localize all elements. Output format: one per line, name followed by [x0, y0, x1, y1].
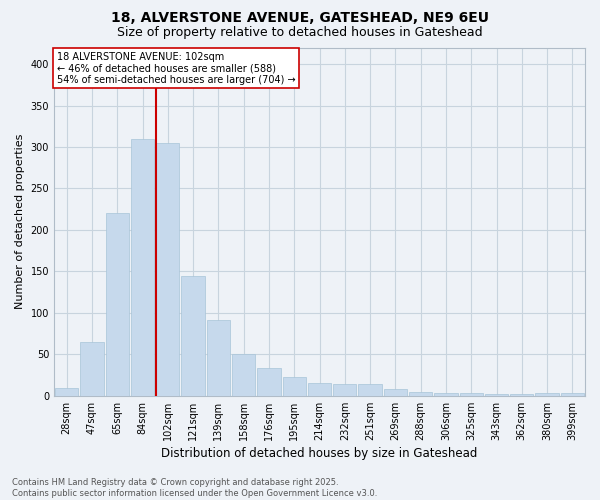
Bar	[131, 138, 154, 396]
Bar	[308, 384, 331, 396]
Bar	[156, 143, 179, 396]
Bar	[80, 342, 104, 396]
Bar	[561, 392, 584, 396]
Y-axis label: Number of detached properties: Number of detached properties	[15, 134, 25, 310]
X-axis label: Distribution of detached houses by size in Gateshead: Distribution of detached houses by size …	[161, 447, 478, 460]
Bar	[181, 276, 205, 396]
Text: Contains HM Land Registry data © Crown copyright and database right 2025.
Contai: Contains HM Land Registry data © Crown c…	[12, 478, 377, 498]
Text: Size of property relative to detached houses in Gateshead: Size of property relative to detached ho…	[117, 26, 483, 39]
Text: 18 ALVERSTONE AVENUE: 102sqm
← 46% of detached houses are smaller (588)
54% of s: 18 ALVERSTONE AVENUE: 102sqm ← 46% of de…	[56, 52, 295, 85]
Text: 18, ALVERSTONE AVENUE, GATESHEAD, NE9 6EU: 18, ALVERSTONE AVENUE, GATESHEAD, NE9 6E…	[111, 11, 489, 25]
Bar	[460, 392, 483, 396]
Bar	[434, 392, 458, 396]
Bar	[535, 392, 559, 396]
Bar	[409, 392, 432, 396]
Bar	[232, 354, 256, 396]
Bar	[384, 389, 407, 396]
Bar	[485, 394, 508, 396]
Bar	[358, 384, 382, 396]
Bar	[106, 214, 129, 396]
Bar	[55, 388, 79, 396]
Bar	[207, 320, 230, 396]
Bar	[283, 376, 306, 396]
Bar	[257, 368, 281, 396]
Bar	[333, 384, 356, 396]
Bar	[510, 394, 533, 396]
